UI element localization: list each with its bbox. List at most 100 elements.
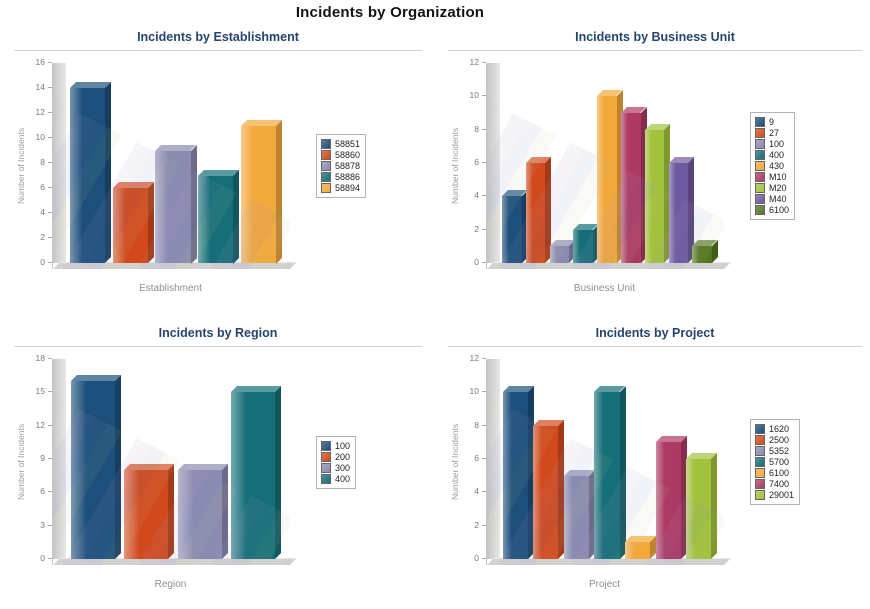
y-tick-label: 4 (40, 207, 45, 217)
bar-100[interactable] (70, 381, 115, 559)
legend-label: 9 (769, 117, 775, 127)
bar-430[interactable] (597, 96, 617, 263)
y-tick-mark (48, 87, 52, 88)
legend-item: M10 (755, 172, 789, 182)
legend-label: 29001 (769, 490, 795, 500)
y-tick-label: 10 (35, 132, 45, 142)
chart-panel-establishment: Incidents by Establishment Number of Inc… (14, 30, 422, 294)
y-tick-mark (482, 195, 486, 197)
legend-swatch (755, 424, 765, 434)
bar-6100[interactable] (692, 246, 712, 263)
bar-58851[interactable] (69, 88, 105, 263)
y-tick-mark (48, 391, 52, 393)
legend-item: 200 (321, 451, 350, 462)
y-axis: 0 3 6 9 12 15 18 (28, 354, 52, 565)
bar-300[interactable] (177, 470, 222, 559)
bar-1620[interactable] (502, 392, 528, 559)
y-tick-label: 10 (469, 386, 479, 397)
bar-7400[interactable] (655, 442, 681, 559)
legend-swatch (321, 172, 331, 182)
y-tick-mark (482, 62, 486, 63)
y-tick-label: 0 (474, 553, 479, 563)
legend-swatch (755, 161, 765, 171)
chart-panel-business-unit: Incidents by Business Unit Number of Inc… (448, 30, 862, 294)
plot-area (52, 359, 297, 565)
legend-swatch (321, 473, 331, 484)
bar-58878[interactable] (155, 150, 191, 263)
y-tick-label: 0 (474, 257, 479, 267)
chart-3d-wall (53, 63, 66, 263)
chart-title: Incidents by Region (158, 326, 278, 340)
bar-58860[interactable] (112, 188, 148, 263)
y-tick-mark (482, 458, 486, 459)
legend-label: 5352 (769, 446, 790, 456)
y-tick-mark (482, 228, 486, 230)
y-tick-mark (482, 524, 486, 526)
legend-swatch (321, 462, 331, 473)
bar-M10[interactable] (621, 113, 641, 263)
bar-9[interactable] (502, 196, 522, 263)
bar-M40[interactable] (668, 163, 689, 263)
legend-item: 400 (755, 150, 789, 160)
plot-column: Project (486, 359, 731, 590)
legend-swatch (755, 490, 765, 500)
y-tick-label: 14 (35, 82, 45, 92)
bar-5700[interactable] (594, 392, 620, 559)
y-tick-mark (48, 62, 52, 63)
y-tick-mark (482, 391, 486, 393)
legend-item: 58860 (321, 150, 360, 160)
y-tick-label: 0 (40, 553, 45, 563)
y-tick-label: 3 (40, 519, 45, 530)
y-axis: 0 2 4 6 8 10 12 (462, 354, 486, 565)
bar-400[interactable] (231, 392, 276, 559)
title-divider (14, 50, 422, 51)
y-tick-label: 0 (40, 257, 45, 267)
bar-200[interactable] (124, 470, 169, 559)
y-tick-mark (482, 358, 486, 359)
bar-400[interactable] (573, 229, 593, 263)
y-tick-label: 4 (474, 486, 479, 497)
bar-M20[interactable] (644, 129, 665, 263)
chart-3d-wall (53, 359, 66, 559)
legend-label: 7400 (769, 479, 790, 489)
bar-2500[interactable] (533, 425, 559, 559)
legend-item: 1620 (755, 424, 794, 434)
bar-58886[interactable] (198, 175, 234, 263)
y-tick-mark (48, 524, 52, 526)
bar-6100[interactable] (625, 542, 651, 559)
legend-item: 100 (755, 139, 789, 149)
legend-swatch (321, 161, 331, 171)
legend-label: 58886 (335, 172, 361, 182)
y-tick-mark (48, 358, 52, 359)
legend-swatch (755, 150, 765, 160)
y-tick-mark (48, 112, 52, 113)
plot-column: Business Unit (486, 63, 731, 294)
plot-area (486, 63, 731, 269)
bar-29001[interactable] (686, 459, 712, 559)
bar-58894[interactable] (241, 125, 277, 263)
y-tick-mark (482, 424, 486, 426)
legend-swatch (755, 479, 765, 489)
legend-label: 5700 (769, 457, 790, 467)
legend-item: 300 (321, 462, 350, 473)
chart-region: Number of Incidents 0 3 6 9 12 15 18 Region 10… (14, 354, 422, 590)
y-tick-label: 8 (474, 123, 479, 134)
y-tick-mark (482, 128, 486, 130)
chart-title: Incidents by Project (595, 326, 715, 340)
chart-3d-floor (487, 262, 731, 269)
bar-5352[interactable] (563, 475, 589, 559)
legend-wrapper: 100 200 300 400 (316, 359, 357, 565)
y-tick-label: 2 (474, 519, 479, 530)
legend-swatch (755, 183, 765, 193)
bar-100[interactable] (549, 246, 570, 263)
legend-item: 9 (755, 117, 789, 127)
legend-label: M10 (769, 172, 787, 182)
bar-27[interactable] (525, 163, 546, 263)
legend-wrapper: 9 27 100 400 430 M10 M20 M40 6100 (750, 63, 796, 269)
legend-label: 27 (769, 128, 780, 138)
legend: 9 27 100 400 430 M10 M20 M40 6100 (750, 112, 796, 220)
title-divider (448, 346, 862, 347)
legend-label: 6100 (769, 205, 790, 215)
legend-label: 58851 (335, 139, 361, 149)
y-tick-label: 15 (35, 386, 45, 397)
